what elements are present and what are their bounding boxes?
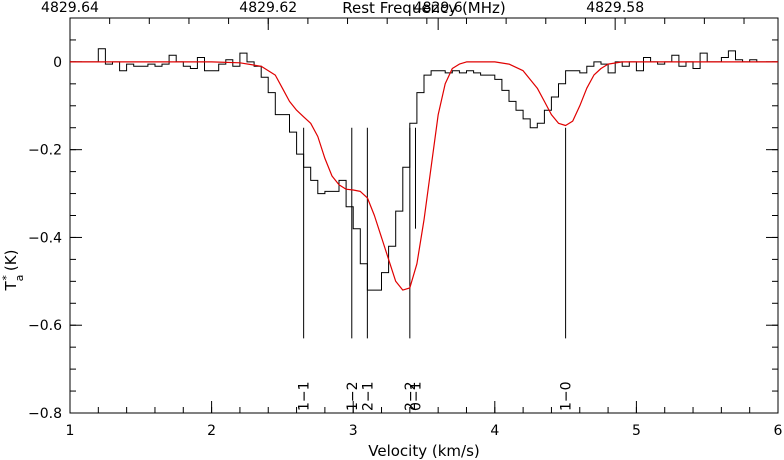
top-tick-label: 4829.58 xyxy=(586,0,644,16)
top-tick-label: 4829.6 xyxy=(414,0,463,16)
y-axis-label-T: T xyxy=(2,280,20,291)
y-tick-label: −0.8 xyxy=(28,406,62,422)
x-tick-label: 3 xyxy=(349,423,358,439)
component-label: 1−0 xyxy=(559,381,575,411)
y-axis-label-sub: a xyxy=(13,275,26,282)
y-axis-label-sup: * xyxy=(0,275,13,281)
top-tick-label: 4829.62 xyxy=(239,0,297,16)
y-tick-label: 0 xyxy=(53,55,62,71)
x-tick-label: 1 xyxy=(66,423,75,439)
tick-labels: 1 2 3 4 5 6 0 −0.2 −0.4 −0.6 −0.8 4829.64 4829.62 482… xyxy=(28,0,783,439)
component-label: 1−2 xyxy=(345,381,361,411)
x-tick-label: 4 xyxy=(490,423,499,439)
model-fit-curve xyxy=(70,61,778,291)
x-tick-label: 5 xyxy=(632,423,641,439)
hyperfine-components: 1−1 1−2 2−1 2−20−1 1−0 xyxy=(297,127,575,411)
y-axis-label-unit: (K) xyxy=(2,250,20,272)
observed-spectrum xyxy=(70,48,778,291)
component-label: 1−1 xyxy=(297,381,313,411)
axis-ticks xyxy=(69,17,779,414)
top-axis-label: Rest Frequency (MHz) xyxy=(342,0,506,17)
component-label: 2−1 xyxy=(360,381,376,411)
component-label: 0−1 xyxy=(409,381,425,411)
y-axis-label: Ta* (K) xyxy=(0,250,26,292)
x-tick-label: 2 xyxy=(207,423,216,439)
x-axis-label: Velocity (km/s) xyxy=(368,442,479,460)
top-tick-label: 4829.64 xyxy=(41,0,99,16)
y-tick-label: −0.2 xyxy=(28,143,62,159)
component-label: 2−2 xyxy=(403,381,419,411)
x-tick-label: 6 xyxy=(774,423,783,439)
y-tick-label: −0.4 xyxy=(28,230,62,246)
y-tick-label: −0.6 xyxy=(28,318,62,334)
spectrum-series xyxy=(70,48,778,291)
